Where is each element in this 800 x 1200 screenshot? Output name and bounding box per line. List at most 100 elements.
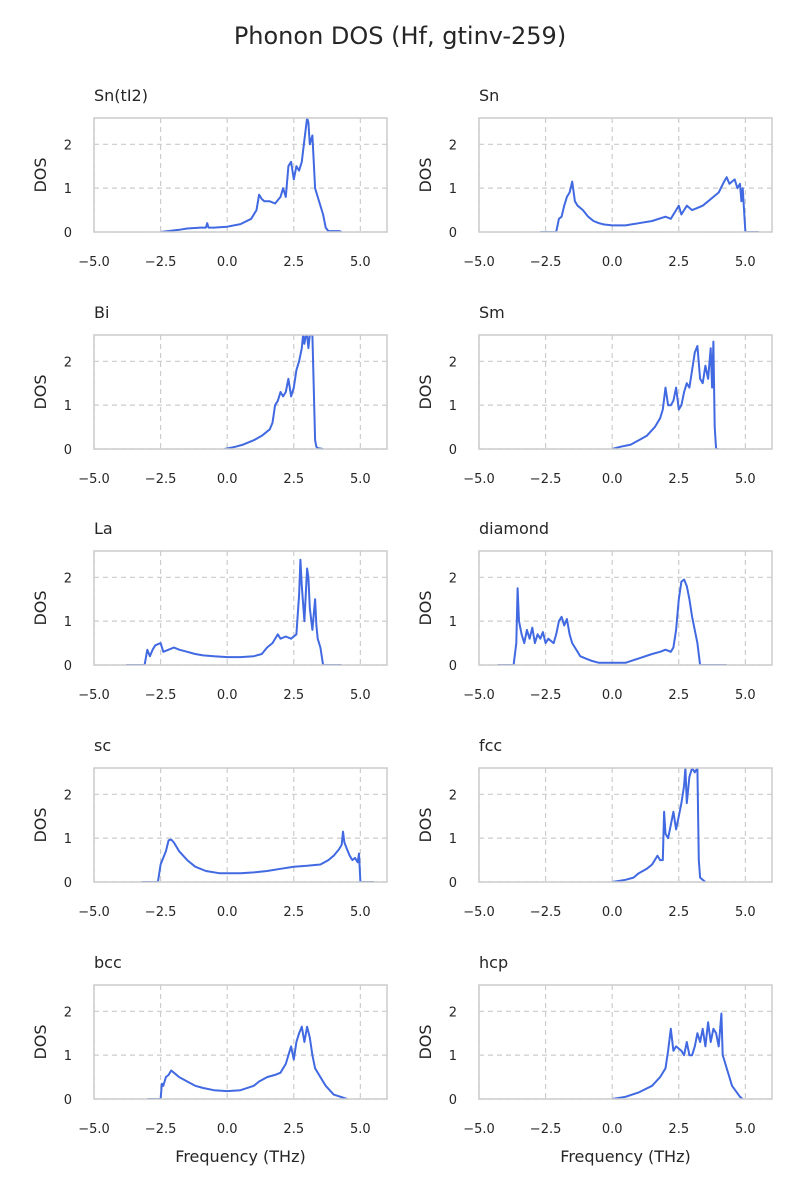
y-tick-label: 2 [64, 138, 72, 153]
plot-frame [93, 767, 388, 883]
subplot-bcc: bcc −5.0 −2.5 0.0 2.5 5.0 0 1 2 DOS Frequency (THz… [31, 953, 388, 1166]
x-tick-label: 2.5 [668, 1122, 689, 1137]
dos-curve [611, 340, 719, 449]
y-tick-label: 2 [449, 1005, 457, 1020]
subplot-title: Sn [479, 86, 499, 105]
subplot-title: Sm [479, 303, 505, 322]
x-tick-label: 2.5 [283, 905, 304, 920]
x-tick-label: 5.0 [350, 255, 371, 270]
x-tick-label: 0.0 [217, 472, 238, 487]
subplot-la: La −5.0 −2.5 0.0 2.5 5.0 0 1 2 DOS [31, 519, 388, 703]
x-tick-label: −2.5 [145, 472, 177, 487]
dos-curve [612, 768, 707, 882]
subplot-title: bcc [94, 953, 122, 972]
y-tick-label: 1 [64, 182, 72, 197]
dos-curve [540, 176, 759, 232]
x-tick-label: 2.5 [283, 255, 304, 270]
subplot-bi: Bi −5.0 −2.5 0.0 2.5 5.0 0 1 2 DOS [31, 303, 388, 487]
x-tick-label: 5.0 [350, 1122, 371, 1137]
y-tick-label: 2 [449, 355, 457, 370]
x-tick-label: −2.5 [530, 688, 562, 703]
y-tick-label: 1 [64, 615, 72, 630]
y-tick-label: 2 [64, 571, 72, 586]
x-tick-label: −5.0 [78, 688, 110, 703]
y-axis-label: DOS [416, 157, 435, 192]
y-tick-label: 0 [449, 1093, 457, 1108]
subplot-grid: Sn(tI2) −5.0 −2.5 0.0 2.5 5.0 0 1 2 DOS Sn −5.0 −2.5… [31, 86, 773, 1166]
y-axis-label: DOS [31, 374, 50, 409]
x-tick-label: 0.0 [217, 1122, 238, 1137]
x-tick-label: 5.0 [350, 472, 371, 487]
subplot-fcc: fcc −5.0 −2.5 0.0 2.5 5.0 0 1 2 DOS [416, 736, 773, 920]
x-tick-label: −2.5 [145, 905, 177, 920]
y-tick-label: 1 [449, 615, 457, 630]
x-tick-label: 5.0 [735, 688, 756, 703]
x-tick-label: −5.0 [78, 905, 110, 920]
x-tick-label: 2.5 [283, 472, 304, 487]
x-tick-label: 0.0 [602, 1122, 623, 1137]
y-tick-label: 0 [449, 443, 457, 458]
x-tick-label: −5.0 [463, 688, 495, 703]
y-axis-label: DOS [31, 157, 50, 192]
subplot-sn: Sn −5.0 −2.5 0.0 2.5 5.0 0 1 2 DOS [416, 86, 773, 270]
plot-frame [93, 550, 388, 666]
x-tick-label: 5.0 [350, 688, 371, 703]
dos-curve [126, 558, 342, 665]
plot-frame [478, 550, 773, 666]
y-tick-label: 1 [449, 1049, 457, 1064]
y-tick-label: 0 [64, 876, 72, 891]
subplot-title: Sn(tI2) [94, 86, 148, 105]
y-tick-label: 2 [449, 788, 457, 803]
y-tick-label: 1 [64, 1049, 72, 1064]
plot-frame [93, 117, 388, 233]
subplot-sn-ti2-: Sn(tI2) −5.0 −2.5 0.0 2.5 5.0 0 1 2 DOS [31, 86, 388, 270]
x-tick-label: 2.5 [283, 1122, 304, 1137]
y-tick-label: 0 [449, 876, 457, 891]
subplot-diamond: diamond −5.0 −2.5 0.0 2.5 5.0 0 1 2 DOS [416, 519, 773, 703]
plot-frame [93, 334, 388, 450]
y-tick-label: 0 [449, 659, 457, 674]
dos-curve [147, 1025, 348, 1099]
x-tick-label: 5.0 [735, 255, 756, 270]
y-axis-label: DOS [416, 374, 435, 409]
subplot-title: hcp [479, 953, 508, 972]
y-tick-label: 0 [64, 443, 72, 458]
subplot-title: La [94, 519, 113, 538]
x-tick-label: −5.0 [78, 1122, 110, 1137]
plot-frame [478, 767, 773, 883]
y-tick-label: 0 [64, 659, 72, 674]
x-axis-label: Frequency (THz) [175, 1147, 305, 1166]
dos-curve [160, 118, 343, 232]
x-tick-label: 0.0 [602, 905, 623, 920]
x-tick-label: 2.5 [283, 688, 304, 703]
subplot-sm: Sm −5.0 −2.5 0.0 2.5 5.0 0 1 2 DOS [416, 303, 773, 487]
y-tick-label: 1 [64, 399, 72, 414]
y-tick-label: 2 [64, 355, 72, 370]
x-tick-label: −5.0 [463, 255, 495, 270]
y-tick-label: 2 [449, 571, 457, 586]
x-tick-label: −2.5 [145, 255, 177, 270]
plot-frame [478, 984, 773, 1100]
x-tick-label: −2.5 [530, 472, 562, 487]
y-axis-label: DOS [31, 590, 50, 625]
y-axis-label: DOS [416, 807, 435, 842]
y-tick-label: 1 [449, 182, 457, 197]
x-tick-label: −5.0 [78, 255, 110, 270]
x-tick-label: 0.0 [217, 255, 238, 270]
x-tick-label: 0.0 [602, 688, 623, 703]
y-tick-label: 1 [64, 832, 72, 847]
y-tick-label: 2 [64, 788, 72, 803]
y-tick-label: 2 [64, 1005, 72, 1020]
subplot-title: fcc [479, 736, 502, 755]
x-tick-label: −5.0 [463, 905, 495, 920]
y-tick-label: 0 [449, 226, 457, 241]
x-tick-label: 5.0 [735, 1122, 756, 1137]
figure-title: Phonon DOS (Hf, gtinv-259) [234, 22, 566, 50]
x-tick-label: 2.5 [668, 472, 689, 487]
x-tick-label: −2.5 [530, 1122, 562, 1137]
x-tick-label: −2.5 [145, 1122, 177, 1137]
plot-frame [478, 334, 773, 450]
dos-curve [224, 335, 324, 449]
x-tick-label: 2.5 [668, 905, 689, 920]
dos-curve [612, 1012, 744, 1099]
